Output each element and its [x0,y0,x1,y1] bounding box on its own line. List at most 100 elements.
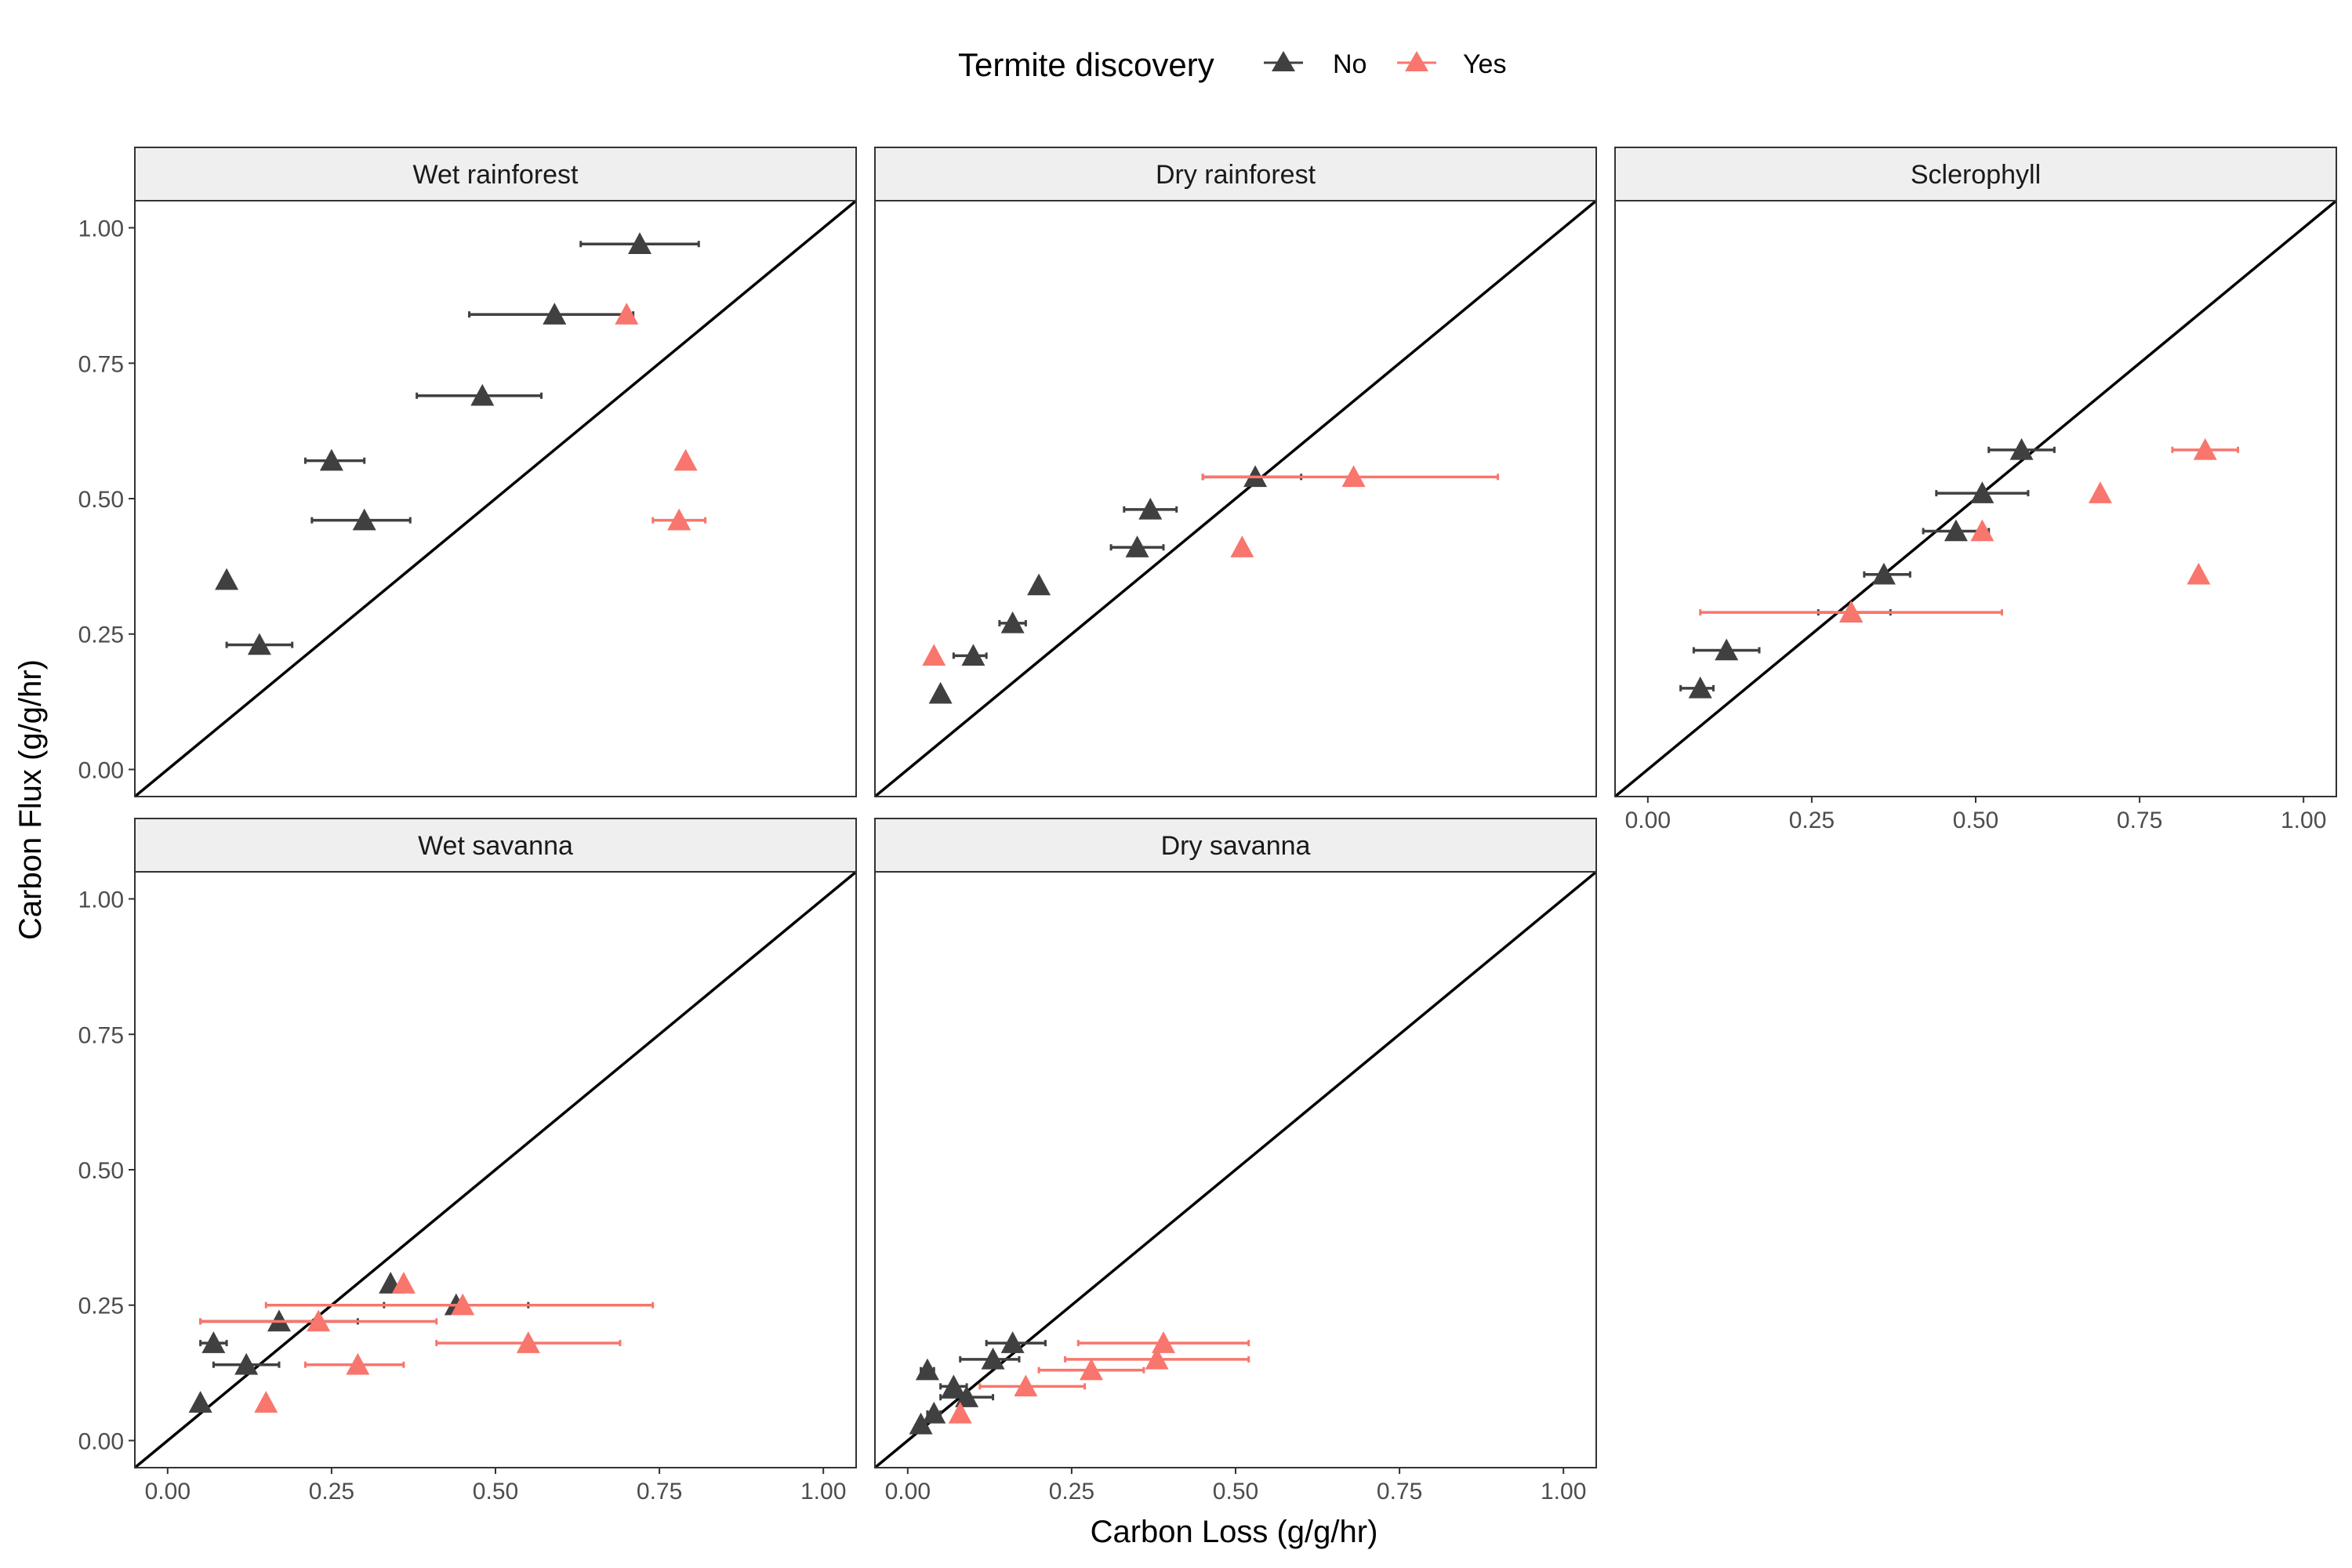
point-sclerophyll-2 [1970,481,1994,503]
y-tick-label-wet-savanna-1: 0.25 [78,1294,124,1319]
x-tick-label-wet-savanna-1: 0.25 [309,1479,354,1504]
x-tick-label-dry-savanna-1: 0.25 [1049,1479,1094,1504]
point-wet-savanna-8 [234,1352,259,1375]
point-dry-savanna-5 [1080,1358,1103,1381]
x-tick-label-dry-savanna-2: 0.50 [1213,1479,1258,1504]
strip-wet-rainforest [134,147,857,201]
y-tick-label-wet-rainforest-2: 0.50 [78,487,124,513]
legend-entry-no: No [1264,49,1367,79]
x-tick-label-dry-savanna-3: 0.75 [1377,1479,1422,1504]
identity-line-wet-savanna [133,870,858,1469]
point-dry-savanna-9 [922,1401,946,1424]
point-dry-savanna-3 [1145,1347,1169,1370]
y-tick-label-wet-rainforest-4: 1.00 [78,216,124,242]
point-wet-rainforest-7 [667,508,691,531]
x-tick-label-sclerophyll-3: 0.75 [2117,808,2162,833]
x-tick-label-wet-savanna-3: 0.75 [637,1479,682,1504]
point-wet-rainforest-4 [319,448,343,471]
point-wet-rainforest-3 [470,383,495,406]
point-dry-rainforest-2 [1138,497,1163,520]
legend-key-triangle-yes [1405,51,1428,71]
x-tick-label-dry-savanna-0: 0.00 [885,1479,931,1504]
x-tick-label-wet-savanna-4: 1.00 [800,1479,846,1504]
point-wet-savanna-11 [254,1391,278,1413]
x-tick-label-sclerophyll-2: 0.50 [1953,808,1998,833]
point-sclerophyll-4 [1944,519,1968,542]
panel-wet-savanna: Wet savanna 0.00 0.25 0.50 0.75 1.00 0.00 0.25 0… [78,818,858,1504]
point-wet-rainforest-1 [543,303,567,325]
legend-label-no: No [1333,49,1367,79]
strip-label-wet-savanna: Wet savanna [418,831,573,861]
strip-dry-savanna [874,818,1597,873]
point-dry-savanna-6 [942,1374,966,1397]
point-dry-savanna-2 [981,1347,1005,1370]
panel-dry-rainforest: Dry rainforest [873,147,1598,798]
x-axis-title: Carbon Loss (g/g/hr) [1091,1515,1378,1549]
y-tick-label-wet-rainforest-0: 0.00 [78,757,124,783]
panel-wet-rainforest: Wet rainforest 0.00 0.25 0.50 0.75 1.00 [78,147,858,798]
strip-label-dry-rainforest: Dry rainforest [1156,160,1316,190]
strip-label-dry-savanna: Dry savanna [1161,831,1311,861]
point-wet-savanna-5 [307,1309,331,1332]
point-sclerophyll-11 [1688,676,1712,699]
legend-entry-yes: Yes [1397,49,1506,79]
point-wet-rainforest-8 [215,568,239,590]
legend-title: Termite discovery [958,46,1214,83]
strip-label-wet-rainforest: Wet rainforest [412,160,579,190]
point-sclerophyll-10 [1715,638,1739,661]
point-sclerophyll-1 [2193,437,2217,460]
x-tick-label-sclerophyll-1: 0.25 [1789,808,1835,833]
point-dry-savanna-8 [955,1385,979,1407]
point-sclerophyll-5 [1970,519,1994,542]
point-wet-rainforest-5 [673,448,698,471]
point-dry-savanna-7 [1014,1374,1038,1397]
y-tick-label-wet-savanna-4: 1.00 [78,887,124,913]
point-dry-rainforest-3 [1125,535,1149,557]
y-tick-label-wet-savanna-0: 0.00 [78,1428,124,1454]
identity-line-wet-rainforest [133,199,858,798]
strip-sclerophyll [1614,147,2337,201]
y-tick-label-wet-savanna-3: 0.75 [78,1022,124,1048]
point-dry-savanna-0 [1000,1331,1025,1353]
point-wet-savanna-1 [391,1272,416,1294]
x-tick-label-dry-savanna-4: 1.00 [1541,1479,1586,1504]
strip-wet-savanna [134,818,857,873]
point-dry-rainforest-4 [1230,535,1254,557]
point-wet-rainforest-2 [615,303,639,325]
y-axis-title: Carbon Flux (g/g/hr) [13,659,48,940]
point-wet-savanna-7 [516,1331,540,1353]
point-sclerophyll-7 [2187,562,2211,585]
panel-sclerophyll: Sclerophyll 0.00 0.25 0.50 0.75 1.00 [1613,147,2338,833]
strip-label-sclerophyll: Sclerophyll [1911,160,2041,190]
point-dry-rainforest-8 [922,644,946,666]
point-dry-savanna-4 [915,1358,939,1381]
point-dry-savanna-11 [909,1412,933,1435]
x-tick-label-sclerophyll-4: 1.00 [2281,808,2326,833]
point-dry-savanna-1 [1152,1331,1175,1353]
legend-label-yes: Yes [1463,49,1506,79]
y-tick-label-wet-savanna-2: 0.50 [78,1158,124,1184]
point-wet-savanna-9 [346,1352,370,1375]
identity-line-dry-rainforest [873,199,1598,798]
point-sclerophyll-6 [1871,562,1896,585]
point-dry-rainforest-6 [1000,611,1025,633]
x-tick-label-sclerophyll-0: 0.00 [1625,808,1671,833]
point-sclerophyll-3 [2088,481,2112,503]
y-tick-label-wet-rainforest-3: 0.75 [78,351,124,377]
point-wet-savanna-10 [188,1391,212,1413]
point-wet-rainforest-0 [628,232,652,255]
point-wet-savanna-3 [451,1293,475,1316]
point-wet-rainforest-6 [352,508,376,531]
legend: Termite discovery No Yes [958,46,1506,83]
point-dry-rainforest-7 [961,644,985,666]
point-wet-savanna-6 [201,1331,226,1353]
point-sclerophyll-9 [1839,601,1864,622]
point-wet-rainforest-9 [247,633,271,655]
legend-key-triangle-no [1272,51,1295,71]
y-tick-label-wet-rainforest-1: 0.25 [78,622,124,648]
point-dry-rainforest-9 [928,681,953,704]
x-tick-label-wet-savanna-0: 0.00 [145,1479,191,1504]
strip-dry-rainforest [874,147,1597,201]
x-tick-label-wet-savanna-2: 0.50 [473,1479,518,1504]
